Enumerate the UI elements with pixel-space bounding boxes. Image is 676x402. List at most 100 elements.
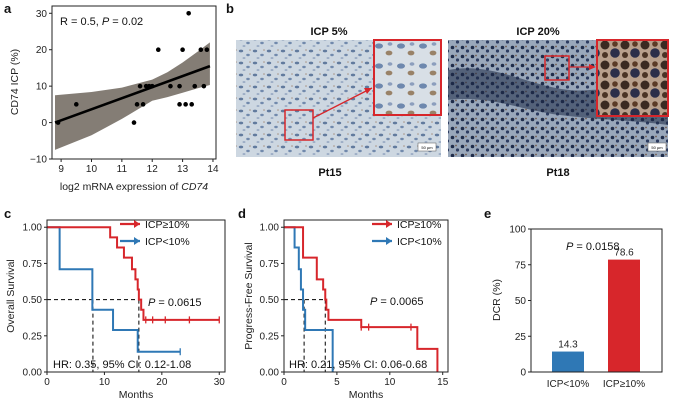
legend-arrowhead <box>134 220 140 228</box>
x-tick-label: 13 <box>177 164 189 175</box>
x-tick-label: 15 <box>437 377 449 388</box>
data-point <box>137 83 143 89</box>
roi-box-right <box>544 55 570 81</box>
p-value: = 0.02 <box>109 16 143 28</box>
data-point <box>140 102 146 107</box>
arrowhead-left <box>364 88 372 94</box>
data-point <box>131 120 137 125</box>
micrograph-right-caption: Pt18 <box>546 167 569 179</box>
plot-frame <box>51 5 217 160</box>
legend-label: ICP<10% <box>397 236 442 248</box>
p-value: = 0.0615 <box>155 297 201 309</box>
data-point <box>180 47 185 53</box>
r-value: R = 0.5, <box>60 16 99 28</box>
p-value: = 0.0158 <box>573 241 619 253</box>
bar <box>608 259 640 372</box>
y-tick-label: 0 <box>41 118 47 129</box>
bar-value-label: 14.3 <box>558 340 578 351</box>
scalebar-left <box>417 142 437 152</box>
data-point <box>198 47 204 53</box>
micrograph-right-title: ICP 20% <box>516 26 559 38</box>
y-axis-label: DCR (%) <box>491 279 503 321</box>
data-point <box>134 102 140 107</box>
scatter-panel-a: 9 10 11 12 13 14 −10 0 10 20 30 R = 0.5, P = 0.02… <box>9 5 219 193</box>
data-point <box>168 83 173 89</box>
zoom-arrow-left <box>312 87 373 119</box>
zoom-inset-right <box>596 39 669 117</box>
legend-label: ICP<10% <box>145 236 190 248</box>
data-point <box>201 83 207 89</box>
data-point <box>177 102 182 107</box>
bar <box>552 351 584 372</box>
x-axis-label-text: log2 mRNA expression of <box>60 181 181 193</box>
y-tick-label: 0.75 <box>260 259 280 270</box>
x-axis-label: Months <box>119 389 153 401</box>
p-value: = 0.0065 <box>377 296 423 308</box>
data-point <box>204 47 210 53</box>
x-tick-label: 0 <box>44 377 50 388</box>
km-panel-d: 0 5 10 15 0.00 0.25 0.50 0.75 1.00 ICP≥10% ICP<1… <box>243 219 449 401</box>
correlation-annotation: R = 0.5, P = 0.02 <box>60 16 143 28</box>
y-tick-label: 0.50 <box>260 295 280 306</box>
category-label: ICP<10% <box>547 379 590 390</box>
panel-letter-d: d <box>238 206 246 221</box>
panel-letter-a: a <box>4 1 12 16</box>
y-tick-label: 25 <box>515 332 527 343</box>
y-tick-label: 20 <box>36 45 48 56</box>
survival-curve <box>47 226 181 353</box>
x-tick-label: 11 <box>117 164 128 175</box>
bar-value-label: 78.6 <box>614 248 634 259</box>
y-tick-label: −10 <box>30 155 47 166</box>
legend: ICP≥10% ICP<10% <box>372 219 442 248</box>
y-tick-label: 0.00 <box>260 368 280 379</box>
x-axis-label: Months <box>349 389 383 401</box>
data-point <box>155 47 161 53</box>
panel-letter-b: b <box>226 1 234 16</box>
y-tick-label: 50 <box>515 296 527 307</box>
x-tick-label: 20 <box>156 377 168 388</box>
scalebar-left-label: 50 µm <box>421 145 433 150</box>
x-tick-label: 10 <box>384 377 396 388</box>
plot-frame <box>46 219 226 373</box>
data-point <box>73 102 79 107</box>
y-tick-label: 100 <box>509 225 526 236</box>
arrowhead-right <box>589 64 596 70</box>
legend-arrowhead <box>386 220 392 228</box>
p-value-annotation: P = 0.0615 <box>148 297 202 309</box>
y-tick-label: 0.50 <box>23 295 43 306</box>
p-label: P <box>566 241 574 253</box>
y-tick-label: 10 <box>36 82 48 93</box>
legend: ICP≥10% ICP<10% <box>120 219 190 248</box>
hazard-ratio: HR: 0.35, 95% CI: 0.12-1.08 <box>53 359 191 371</box>
category-label: ICP≥10% <box>603 379 645 390</box>
roi-box-left <box>284 109 314 141</box>
legend-label: ICP≥10% <box>397 219 441 231</box>
micrograph-left: ICP 5% 50 µm Pt15 <box>236 26 442 179</box>
p-label: P <box>102 16 110 28</box>
data-point <box>189 102 195 107</box>
y-tick-label: 1.00 <box>23 223 43 234</box>
x-tick-label: 0 <box>281 377 287 388</box>
survival-curve <box>284 226 439 372</box>
scalebar-right <box>647 142 667 152</box>
y-tick-label: 0.25 <box>260 331 280 342</box>
data-point <box>55 120 61 125</box>
y-tick-label: 75 <box>515 260 527 271</box>
p-value-annotation: P = 0.0065 <box>370 296 424 308</box>
y-tick-label: 30 <box>36 9 48 20</box>
y-tick-label: 0.75 <box>23 259 43 270</box>
micrograph-left-caption: Pt15 <box>318 167 341 179</box>
x-tick-label: 30 <box>214 377 226 388</box>
survival-curve <box>284 226 334 372</box>
bar-panel-e: 14.3 78.6 0 25 50 75 100 ICP<10% ICP≥10% P = 0… <box>491 225 663 390</box>
y-tick-label: 0 <box>520 368 526 379</box>
survival-curve <box>47 226 220 321</box>
confidence-band <box>55 42 210 150</box>
x-tick-label: 5 <box>334 377 340 388</box>
x-axis-label: log2 mRNA expression of CD74 <box>60 181 208 193</box>
y-axis-label: CD74 ICP (%) <box>9 49 21 115</box>
p-label: P <box>148 297 156 309</box>
regression-line <box>54 64 211 124</box>
x-axis-label-gene: CD74 <box>181 181 208 193</box>
